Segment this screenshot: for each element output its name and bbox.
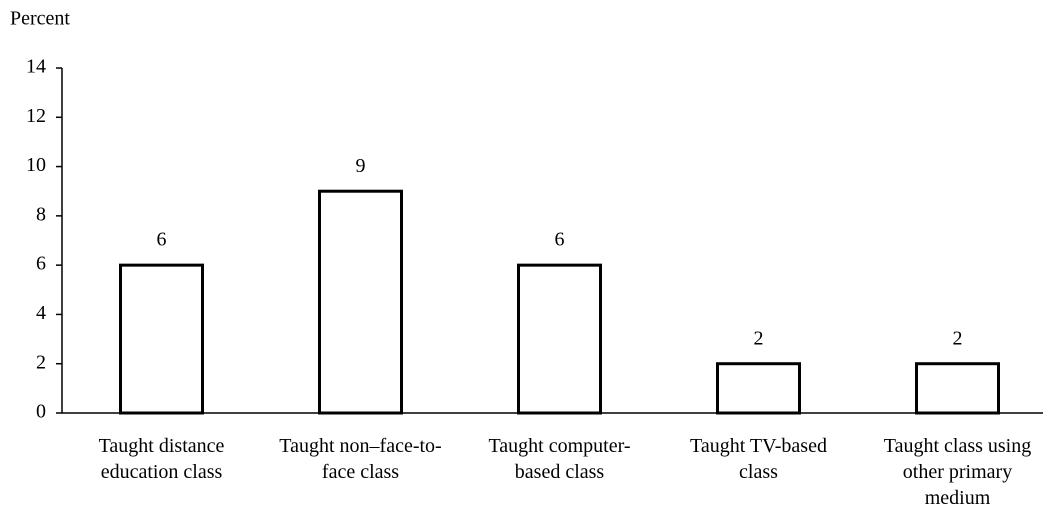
y-tick-label: 10 [26,154,46,176]
y-tick-label: 4 [36,302,46,324]
y-tick-label: 0 [36,401,46,423]
data-label: 6 [157,229,167,251]
y-tick-label: 14 [26,56,46,78]
bar [716,362,801,415]
x-tick-label-box: Taught non–face-to-face class [279,435,442,483]
x-tick-label: Taught distance education class [98,435,225,483]
data-label: 2 [754,327,764,349]
x-tick-label-box: Taught computer-based class [488,435,631,483]
x-tick-label: Taught non–face-to-face class [279,435,442,483]
y-tick-label: 6 [36,253,46,275]
y-axis-label: Percent [10,8,70,30]
x-tick-label-box: Taught TV-based class [690,435,827,483]
y-tick-label: 12 [26,105,46,127]
bar [119,263,204,415]
data-label: 9 [356,155,366,177]
x-tick-label: Taught TV-based class [690,435,827,483]
y-tick-label: 2 [36,351,46,373]
data-label: 6 [555,229,565,251]
x-tick-label-box: Taught class using other primary medium [883,435,1032,509]
data-label: 2 [953,327,963,349]
x-tick-label: Taught computer-based class [488,435,631,483]
x-tick-label: Taught class using other primary medium [883,435,1032,509]
bar [517,263,602,415]
bar [915,362,1000,415]
y-tick-label: 8 [36,203,46,225]
bar [318,189,403,415]
x-tick-label-box: Taught distance education class [98,435,225,483]
